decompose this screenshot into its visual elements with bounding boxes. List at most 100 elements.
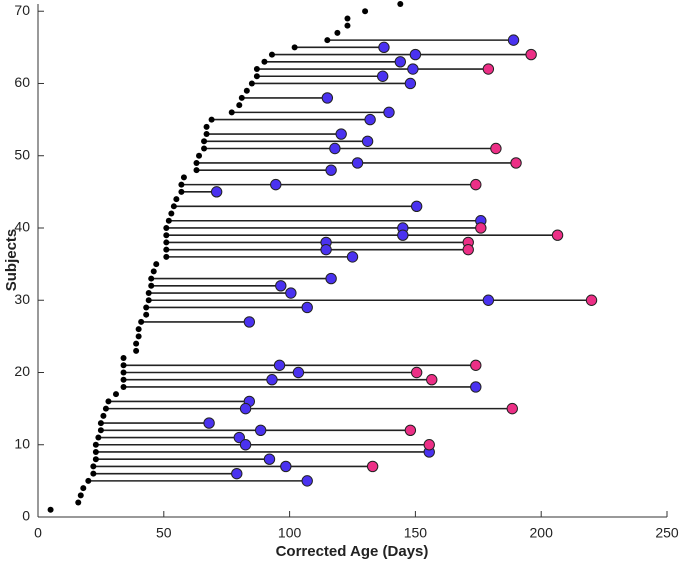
start-dot [196, 152, 203, 159]
start-dot [112, 391, 119, 398]
start-dot [397, 1, 404, 7]
start-dot [105, 398, 112, 405]
start-dot [163, 239, 170, 246]
start-dot [120, 355, 127, 362]
x-tick-label: 250 [655, 525, 679, 541]
start-dot [344, 15, 351, 22]
start-dot [180, 174, 187, 181]
start-dot [143, 304, 150, 311]
start-dot [92, 441, 99, 448]
start-dot [163, 232, 170, 239]
start-dot [75, 499, 82, 506]
visit-dot [482, 294, 495, 306]
start-dot [201, 138, 208, 145]
visit-dot [266, 374, 278, 386]
start-dot [120, 369, 127, 376]
start-dot [133, 347, 140, 354]
start-dot [92, 448, 99, 455]
start-dot [253, 66, 260, 73]
y-tick-label: 0 [22, 508, 30, 524]
start-dot [334, 29, 341, 36]
visit-dot [335, 128, 347, 140]
start-dot [135, 326, 142, 333]
visit-dot [321, 92, 334, 104]
start-dot [248, 80, 255, 87]
start-dot [324, 37, 331, 44]
start-dot [238, 94, 245, 101]
start-dot [120, 362, 127, 369]
start-dot [97, 427, 104, 434]
visit-dot [482, 63, 495, 75]
visit-dot [397, 229, 409, 241]
start-dot [90, 463, 97, 470]
visit-dot [320, 243, 332, 256]
x-tick-label: 50 [156, 525, 172, 541]
visit-dot [263, 453, 276, 465]
visit-dot [525, 48, 537, 61]
y-tick-label: 50 [14, 146, 30, 162]
start-dot [173, 196, 180, 203]
start-dot [85, 477, 92, 484]
visit-dot [394, 56, 407, 68]
visit-dot [551, 229, 564, 241]
start-dot [203, 131, 210, 138]
visit-dot [239, 402, 252, 415]
visit-dot [470, 381, 482, 393]
start-dot [153, 261, 160, 268]
visit-dot [325, 272, 337, 285]
visit-dot [378, 41, 390, 54]
start-dot [228, 109, 235, 116]
visit-dot [410, 366, 423, 379]
start-dot [261, 58, 268, 65]
start-dot [178, 181, 185, 188]
visit-dot [507, 34, 520, 46]
start-dot [145, 290, 152, 297]
visit-dot [410, 200, 423, 213]
visit-dot [301, 475, 313, 487]
visit-dot [231, 467, 243, 480]
start-dot [143, 311, 150, 318]
start-dot [102, 405, 109, 412]
visit-dot [270, 178, 282, 191]
visit-dot [470, 359, 482, 371]
visit-dot [285, 287, 297, 299]
y-axis-label: Subjects [3, 229, 20, 292]
start-dot [243, 87, 250, 94]
start-dot [100, 412, 107, 419]
start-dot [178, 188, 185, 195]
start-dot [145, 297, 152, 304]
visit-dot [239, 439, 252, 451]
visit-dot [280, 460, 292, 473]
visit-dot [506, 402, 518, 415]
start-dot [90, 470, 97, 477]
start-dot [253, 73, 260, 80]
start-dot [148, 282, 155, 289]
start-dot [95, 434, 102, 441]
start-dot [138, 318, 145, 325]
start-dot [201, 145, 208, 152]
visit-dot [243, 316, 256, 328]
start-dot [203, 123, 210, 130]
visit-dot [275, 280, 287, 292]
visit-dot [404, 77, 417, 90]
visit-dot [329, 142, 341, 155]
visit-dot [585, 294, 598, 306]
visit-dot [346, 251, 359, 263]
x-tick-label: 100 [278, 525, 302, 541]
x-tick-label: 200 [530, 525, 554, 541]
visit-dot [364, 113, 376, 126]
start-dot [163, 253, 170, 260]
visit-dot [423, 439, 435, 451]
visit-dot [426, 374, 438, 386]
start-dot [268, 51, 275, 58]
visit-dot [351, 157, 364, 169]
visit-dot [210, 186, 223, 198]
visit-dot [203, 417, 215, 429]
start-dot [148, 275, 155, 282]
visit-dot [404, 424, 417, 436]
start-dot [120, 383, 127, 390]
start-dot [168, 210, 175, 217]
visit-dot [292, 366, 305, 379]
visit-dot [325, 164, 337, 176]
visit-dot [301, 301, 313, 314]
